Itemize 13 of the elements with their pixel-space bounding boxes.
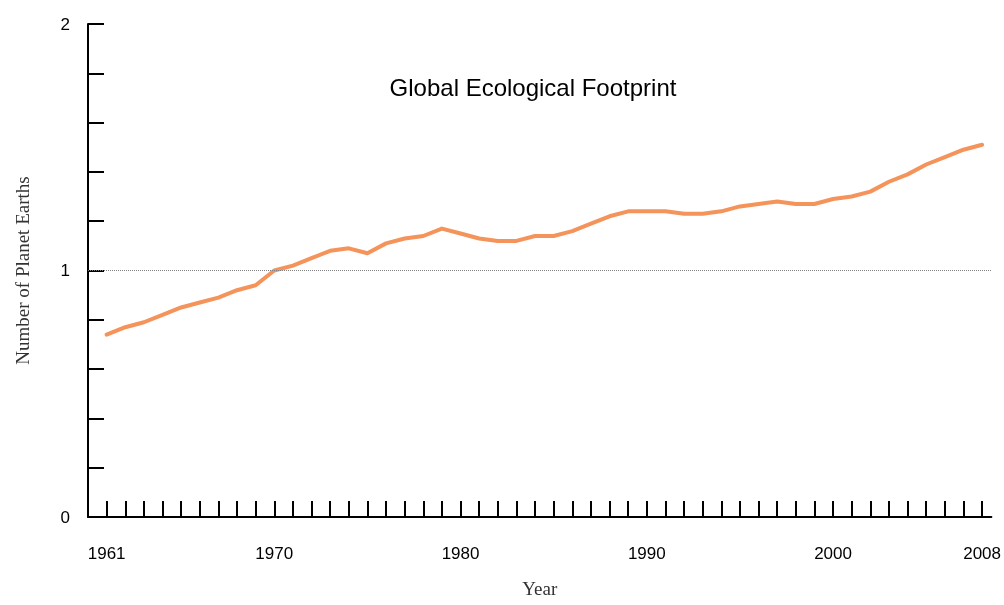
y-tick-label: 1	[60, 261, 70, 280]
x-tick-label: 1990	[627, 544, 666, 563]
x-tick-label: 2000	[814, 544, 852, 563]
x-tick-label: 2008	[963, 544, 1001, 563]
y-tick-label: 0	[60, 507, 70, 527]
text: Global Ecological Footprint	[389, 73, 677, 101]
x-tick-label: 1980	[441, 544, 480, 563]
y-axis-title: Number of Planet Earths	[12, 176, 33, 365]
line-series	[104, 142, 985, 337]
x-tick-label: 1970	[255, 544, 294, 563]
x-tick-label: 1961	[87, 544, 126, 563]
x-axis-title: Year	[522, 578, 558, 599]
y-tick-label: 2	[60, 14, 70, 34]
